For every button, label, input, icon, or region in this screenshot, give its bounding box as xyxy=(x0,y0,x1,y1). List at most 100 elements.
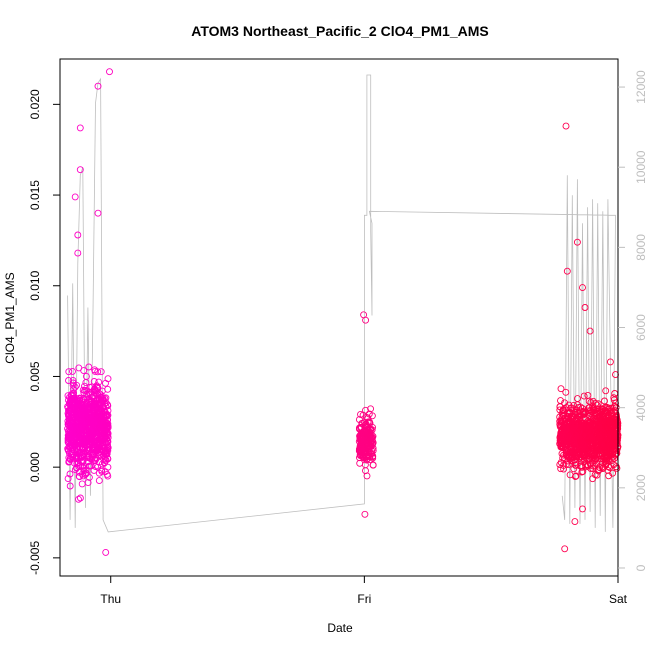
scatter-point xyxy=(68,435,76,443)
left-axis-tick-label: 0.020 xyxy=(28,89,42,119)
scatter-point xyxy=(66,393,73,401)
scatter-point xyxy=(74,442,82,450)
scatter-point xyxy=(580,411,587,419)
scatter-point xyxy=(588,436,596,444)
scatter-point xyxy=(80,419,88,427)
scatter-point xyxy=(102,379,109,387)
scatter-point xyxy=(604,433,612,441)
scatter-point xyxy=(73,452,80,460)
scatter-point xyxy=(365,449,373,457)
scatter-point xyxy=(75,468,83,476)
scatter-point xyxy=(79,443,87,451)
scatter-point xyxy=(572,461,580,469)
scatter-point xyxy=(572,472,580,480)
scatter-point xyxy=(99,448,107,455)
scatter-point xyxy=(76,494,84,502)
scatter-point xyxy=(569,448,577,456)
secondary-series-line xyxy=(67,74,616,533)
scatter-point xyxy=(581,304,589,311)
scatter-point xyxy=(587,428,595,435)
plot-frame xyxy=(59,58,619,577)
scatter-point xyxy=(613,464,621,472)
scatter-point xyxy=(91,366,99,374)
scatter-point xyxy=(357,410,364,418)
scatter-point xyxy=(100,455,108,463)
scatter-point xyxy=(106,68,113,76)
scatter-point xyxy=(90,466,98,474)
scatter-point xyxy=(66,482,74,490)
scatter-point xyxy=(75,439,83,447)
scatter-point xyxy=(595,409,603,417)
scatter-point xyxy=(97,368,105,376)
scatter-point xyxy=(104,401,111,409)
scatter-point xyxy=(556,403,564,411)
scatter-point xyxy=(566,408,574,416)
scatter-point xyxy=(602,446,610,454)
scatter-point xyxy=(595,413,603,420)
scatter-point xyxy=(88,446,96,454)
scatter-point xyxy=(611,390,619,397)
right-axis-tick-label: 2000 xyxy=(634,474,648,501)
left-axis-tick-label: -0.005 xyxy=(28,541,42,575)
scatter-point xyxy=(104,411,112,419)
scatter-point xyxy=(606,358,614,366)
scatter-point xyxy=(90,419,97,427)
scatter-point xyxy=(369,461,377,469)
x-axis-tick-label: Sat xyxy=(609,592,628,606)
scatter-point xyxy=(599,406,607,414)
scatter-point xyxy=(91,431,99,439)
left-axis-tick-label: 0.005 xyxy=(28,361,42,391)
chart-title: ATOM3 Northeast_Pacific_2 ClO4_PM1_AMS xyxy=(191,23,488,39)
scatter-point xyxy=(104,385,112,393)
scatter-point xyxy=(74,249,82,257)
right-axis-tick-label: 10000 xyxy=(634,150,648,184)
scatter-point xyxy=(101,459,109,467)
left-axis: -0.005 0.000 0.005 0.010 0.015 0.020 xyxy=(28,89,60,575)
scatter-point xyxy=(82,408,90,416)
scatter-point xyxy=(605,404,613,412)
scatter-point xyxy=(613,449,621,457)
scatter-point xyxy=(362,406,369,414)
scatter-point xyxy=(94,82,102,90)
scatter-point xyxy=(579,284,586,292)
scatter-point xyxy=(65,454,73,462)
scatter-point xyxy=(368,439,376,447)
scatter-point xyxy=(561,399,569,407)
scatter-point xyxy=(584,391,592,399)
scatter-point xyxy=(574,395,581,403)
scatter-point xyxy=(366,453,374,460)
scatter-point xyxy=(606,451,614,458)
scatter-point xyxy=(85,428,93,435)
scatter-point xyxy=(561,422,568,430)
right-axis-tick-label: 8000 xyxy=(634,234,648,261)
scatter-point xyxy=(592,400,600,407)
scatter-point xyxy=(558,426,566,434)
scatter-point xyxy=(586,434,594,442)
scatter-point xyxy=(567,415,575,423)
scatter-point xyxy=(559,438,566,446)
scatter-point xyxy=(85,395,93,403)
scatter-point xyxy=(103,470,111,478)
scatter-point xyxy=(100,452,108,460)
scatter-point xyxy=(367,425,375,433)
scatter-point xyxy=(69,376,77,384)
scatter-point xyxy=(73,381,81,389)
scatter-point xyxy=(602,387,610,395)
scatter-point xyxy=(74,231,82,239)
scatter-point xyxy=(76,124,84,132)
scatter-point xyxy=(604,466,612,474)
scatter-point xyxy=(93,396,101,404)
scatter-point xyxy=(560,451,567,459)
scatter-point xyxy=(561,545,569,553)
scatter-point xyxy=(72,395,80,402)
scatter-point xyxy=(565,447,572,455)
scatter-point xyxy=(85,363,93,371)
scatter-point xyxy=(90,378,98,385)
scatter-point xyxy=(78,480,86,488)
right-axis-tick-label: 0 xyxy=(634,564,648,571)
scatter-point xyxy=(69,367,76,375)
scatter-point xyxy=(587,398,595,406)
scatter-point xyxy=(360,448,368,455)
scatter-point xyxy=(583,448,591,456)
scatter-point xyxy=(98,466,106,474)
